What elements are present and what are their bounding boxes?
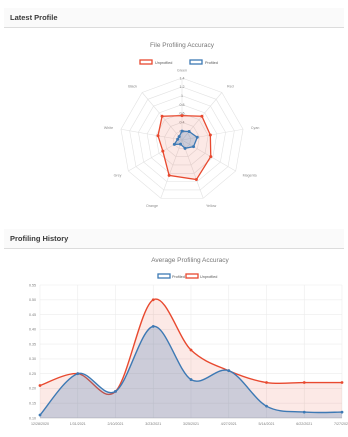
x-tick-label: 5/14/2021 — [259, 422, 275, 426]
radar-grid-ring — [164, 121, 200, 157]
radar-axis-label: Black — [128, 85, 137, 89]
legend-label-1: Profiled — [205, 61, 218, 65]
y-tick-label: 0.35 — [29, 342, 36, 346]
radar-axis-label: Magenta — [243, 173, 257, 177]
radar-point — [178, 142, 182, 146]
radar-axis-label: Yellow — [206, 204, 217, 208]
y-tick-label: 0.20 — [29, 387, 36, 391]
radar-point — [183, 146, 187, 150]
y-tick-label: 0.25 — [29, 372, 36, 376]
profiling-history-header: Profiling History — [4, 229, 344, 249]
radar-grid-ring — [146, 104, 218, 174]
radar-spoke — [160, 139, 183, 199]
radar-axis-label: White — [104, 126, 113, 130]
series-point — [38, 384, 42, 387]
y-tick-label: 0.45 — [29, 313, 36, 317]
legend-label-0: Profiled — [172, 275, 185, 279]
radar-point — [161, 149, 165, 153]
x-tick-label: 2/10/2021 — [108, 422, 124, 426]
radar-spoke — [181, 139, 236, 172]
x-tick-label: 3/23/2021 — [145, 422, 161, 426]
radar-axis-label: Cyan — [251, 126, 259, 130]
x-tick-label: 1/31/2021 — [70, 422, 86, 426]
series-line-0 — [39, 325, 343, 416]
radar-tick-label: 0.6 — [180, 112, 185, 116]
series-point — [265, 381, 268, 384]
legend-label-0: Unprofiled — [155, 61, 172, 65]
x-tick-label: 6/22/2021 — [296, 422, 312, 426]
radar-grid-ring — [129, 86, 235, 191]
radar-tick-label: 0.4 — [180, 121, 185, 125]
x-tick-label: 12/28/2020 — [31, 422, 49, 426]
radar-point — [177, 135, 181, 139]
series-point — [302, 410, 306, 414]
radar-point — [180, 129, 184, 133]
legend-label-1: Unprofiled — [200, 275, 217, 279]
radar-grid-ring — [138, 95, 226, 182]
radar-point — [195, 135, 199, 139]
radar-grid-ring — [172, 130, 192, 149]
radar-axis-label: Orange — [146, 204, 158, 208]
chart-title: Average Profiling Accuracy — [151, 257, 229, 264]
radar-point — [209, 155, 213, 159]
radar-spoke — [181, 128, 244, 141]
chart-title: File Profiling Accuracy — [150, 42, 215, 49]
series-point — [302, 381, 306, 384]
legend-swatch-0 — [139, 59, 153, 65]
radar-axis-label: Green — [177, 68, 187, 72]
radar-point — [156, 134, 160, 138]
radar-point — [208, 133, 212, 137]
x-tick-label: 7/27/2021 — [334, 422, 348, 426]
series-area-0 — [40, 326, 342, 418]
radar-point — [187, 130, 191, 134]
radar-point — [167, 173, 171, 177]
series-point — [189, 348, 193, 352]
y-tick-label: 0.30 — [29, 357, 36, 361]
radar-grid-ring — [120, 77, 244, 199]
radar-tick-label: 1.4 — [180, 76, 185, 80]
radar-point — [176, 137, 180, 141]
series-point — [114, 390, 117, 393]
series-point — [151, 324, 155, 328]
radar-point — [160, 114, 164, 118]
x-tick-label: 4/27/2021 — [221, 422, 237, 426]
radar-point — [194, 178, 198, 182]
series-point — [151, 298, 155, 302]
radar-point — [192, 145, 196, 149]
series-area-1 — [40, 299, 342, 418]
series-point — [265, 404, 268, 408]
radar-tick-label: 1.2 — [180, 85, 185, 89]
radar-tick-label: 0.8 — [180, 103, 185, 107]
radar-spoke — [120, 128, 183, 141]
series-line-1 — [39, 298, 342, 395]
radar-point — [180, 114, 184, 118]
series-point — [76, 372, 80, 376]
legend-swatch-0 — [157, 273, 171, 279]
series-point — [340, 410, 344, 414]
radar-chart: File Profiling Accuracy Unprofiled Profile… — [104, 42, 259, 208]
y-tick-label: 0.50 — [29, 298, 36, 302]
y-tick-label: 0.55 — [29, 283, 36, 287]
y-tick-label: 0.40 — [29, 328, 36, 332]
series-point — [227, 369, 231, 373]
radar-point — [172, 142, 176, 146]
series-point — [189, 378, 193, 381]
legend-swatch-1 — [189, 59, 203, 65]
legend-swatch-1 — [185, 273, 199, 279]
radar-axis-label: Grey — [114, 173, 122, 177]
x-tick-label: 3/25/2021 — [183, 422, 199, 426]
radar-tick-label: 1 — [181, 94, 183, 98]
radar-axis-label: Red — [227, 85, 234, 89]
y-tick-label: 0.15 — [29, 402, 36, 406]
series-point — [38, 413, 42, 417]
latest-profile-header: Latest Profile — [4, 8, 344, 28]
series-point — [340, 381, 344, 384]
y-tick-label: 0.10 — [29, 416, 36, 420]
radar-point — [200, 114, 204, 118]
